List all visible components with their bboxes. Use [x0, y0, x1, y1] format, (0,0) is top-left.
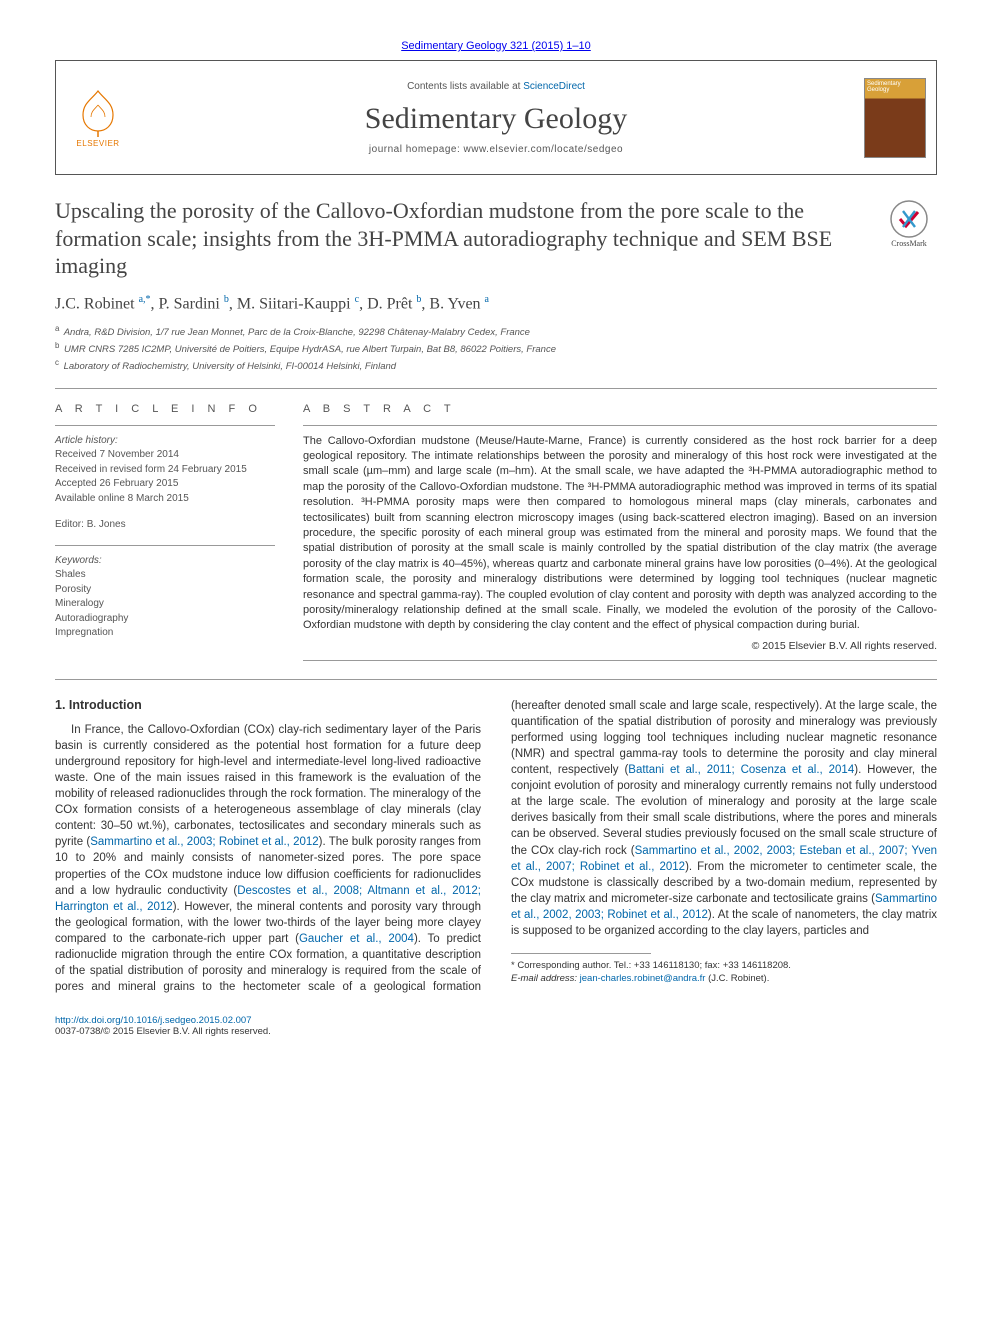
journal-cover-thumb[interactable]: Sedimentary Geology	[864, 78, 926, 158]
keyword: Mineralogy	[55, 598, 104, 609]
tree-icon	[75, 87, 121, 137]
info-abstract-row: A R T I C L E I N F O Article history: R…	[55, 403, 937, 661]
sciencedirect-link[interactable]: ScienceDirect	[523, 81, 585, 92]
keywords-block: Keywords: Shales Porosity Mineralogy Autora…	[55, 554, 275, 641]
email-link[interactable]: jean-charles.robinet@andra.fr	[580, 973, 706, 984]
abstract-text: The Callovo-Oxfordian mudstone (Meuse/Ha…	[303, 434, 937, 634]
corresponding-footnote: * Corresponding author. Tel.: +33 146118…	[511, 960, 937, 986]
divider	[303, 660, 937, 661]
divider	[55, 388, 937, 389]
page-footer: http://dx.doi.org/10.1016/j.sedgeo.2015.…	[55, 1015, 937, 1037]
affil-text: Andra, R&D Division, 1/7 rue Jean Monnet…	[64, 327, 530, 338]
body-p1: In France, the Callovo-Oxfordian (COx) c…	[55, 724, 481, 849]
article-title: Upscaling the porosity of the Callovo-Ox…	[55, 197, 937, 280]
affil-sup: c	[55, 358, 59, 367]
keyword: Autoradiography	[55, 613, 128, 624]
article-history: Article history: Received 7 November 201…	[55, 434, 275, 507]
contents-line: Contents lists available at ScienceDirec…	[407, 81, 585, 92]
history-label: Article history:	[55, 435, 118, 446]
citation-link[interactable]: Gaucher et al., 2004	[299, 933, 414, 945]
editor-block: Editor: B. Jones	[55, 518, 275, 533]
footnote-divider	[511, 953, 651, 954]
body-columns: 1. Introduction In France, the Callovo-O…	[55, 698, 937, 996]
history-line: Accepted 26 February 2015	[55, 478, 178, 489]
full-divider	[55, 679, 937, 680]
affil-sup: b	[55, 341, 59, 350]
history-line: Received 7 November 2014	[55, 449, 179, 460]
keyword: Impregnation	[55, 627, 113, 638]
article-info-heading: A R T I C L E I N F O	[55, 403, 275, 415]
corr-author-line: * Corresponding author. Tel.: +33 146118…	[511, 960, 937, 973]
keyword: Porosity	[55, 584, 91, 595]
doi-link[interactable]: http://dx.doi.org/10.1016/j.sedgeo.2015.…	[55, 1015, 252, 1026]
crossmark-badge[interactable]: CrossMark	[881, 199, 937, 255]
email-suffix: (J.C. Robinet).	[705, 973, 769, 984]
homepage-url: www.elsevier.com/locate/sedgeo	[464, 144, 624, 155]
abstract-column: A B S T R A C T The Callovo-Oxfordian mu…	[303, 403, 937, 661]
abstract-heading: A B S T R A C T	[303, 403, 937, 415]
homepage-line: journal homepage: www.elsevier.com/locat…	[369, 144, 623, 155]
keywords-label: Keywords:	[55, 555, 102, 566]
affiliations: a Andra, R&D Division, 1/7 rue Jean Monn…	[55, 323, 937, 374]
crossmark-icon	[889, 199, 929, 239]
elsevier-logo-text: ELSEVIER	[76, 139, 119, 148]
editor-label: Editor:	[55, 519, 87, 530]
abstract-copyright: © 2015 Elsevier B.V. All rights reserved…	[303, 640, 937, 652]
divider	[55, 545, 275, 546]
keyword: Shales	[55, 569, 86, 580]
affil-sup: a	[55, 324, 59, 333]
issn-line: 0037-0738/© 2015 Elsevier B.V. All right…	[55, 1026, 271, 1037]
elsevier-logo[interactable]: ELSEVIER	[66, 82, 130, 154]
section-heading: 1. Introduction	[55, 698, 481, 712]
citation-link[interactable]: Sammartino et al., 2003; Robinet et al.,…	[90, 836, 318, 848]
crossmark-label: CrossMark	[891, 239, 927, 249]
cover-label: Sedimentary Geology	[867, 81, 901, 93]
journal-ref-link[interactable]: Sedimentary Geology 321 (2015) 1–10	[401, 40, 591, 52]
authors-line: J.C. Robinet a,*, P. Sardini b, M. Siita…	[55, 294, 937, 313]
homepage-prefix: journal homepage:	[369, 144, 464, 155]
journal-reference: Sedimentary Geology 321 (2015) 1–10	[55, 40, 937, 52]
contents-prefix: Contents lists available at	[407, 81, 523, 92]
affil-text: UMR CNRS 7285 IC2MP, Université de Poiti…	[64, 344, 556, 355]
page-root: Sedimentary Geology 321 (2015) 1–10 ELSE…	[0, 0, 992, 1067]
affil-text: Laboratory of Radiochemistry, University…	[64, 361, 396, 372]
body-p5: ). However, the conjoint evolution of po…	[511, 764, 937, 856]
article-title-text: Upscaling the porosity of the Callovo-Ox…	[55, 198, 832, 278]
editor-name: B. Jones	[87, 519, 126, 530]
journal-title: Sedimentary Geology	[365, 102, 627, 136]
body-text: In France, the Callovo-Oxfordian (COx) c…	[55, 698, 937, 996]
divider	[55, 425, 275, 426]
history-line: Available online 8 March 2015	[55, 493, 189, 504]
article-info-column: A R T I C L E I N F O Article history: R…	[55, 403, 275, 661]
history-line: Received in revised form 24 February 201…	[55, 464, 247, 475]
divider	[303, 425, 937, 426]
email-label: E-mail address:	[511, 973, 580, 984]
journal-header: ELSEVIER Contents lists available at Sci…	[55, 60, 937, 175]
citation-link[interactable]: Battani et al., 2011; Cosenza et al., 20…	[628, 764, 854, 776]
